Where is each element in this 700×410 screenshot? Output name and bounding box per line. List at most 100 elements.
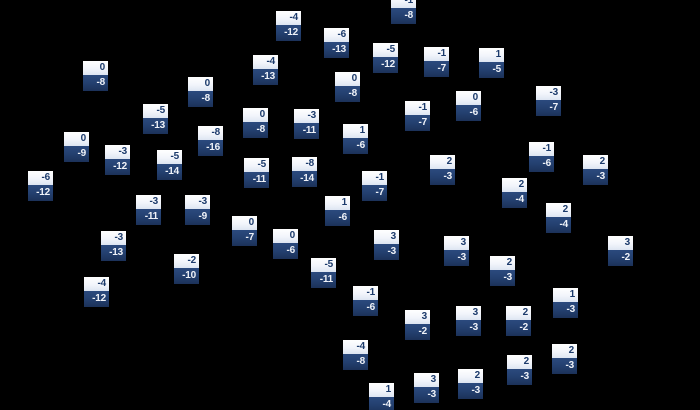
data-point-label: 2 -3 — [430, 155, 455, 185]
data-point-label: 0 -6 — [456, 91, 481, 121]
data-point-label: 0 -8 — [188, 77, 213, 107]
data-point-bottom-value: -4 — [546, 217, 571, 233]
data-point-bottom-value: -6 — [343, 138, 368, 154]
data-point-top-value: 2 — [552, 344, 577, 358]
data-point-bottom-value: -7 — [362, 185, 387, 201]
data-point-top-value: -5 — [244, 158, 269, 172]
data-point-bottom-value: -8 — [343, 354, 368, 370]
data-point-top-value: -8 — [198, 126, 223, 140]
data-point-top-value: -3 — [105, 145, 130, 159]
data-point-top-value: 1 — [369, 383, 394, 397]
data-point-label: 2 -3 — [552, 344, 577, 374]
data-point-top-value: 3 — [456, 306, 481, 320]
data-point-top-value: -1 — [362, 171, 387, 185]
data-point-label: -3 -11 — [294, 109, 319, 139]
data-point-bottom-value: -7 — [536, 100, 561, 116]
data-point-bottom-value: -3 — [507, 369, 532, 385]
data-point-label: -1 -7 — [362, 171, 387, 201]
data-point-top-value: -5 — [373, 43, 398, 57]
data-point-label: -5 -12 — [373, 43, 398, 73]
data-point-label: 3 -3 — [414, 373, 439, 403]
data-point-label: -5 -11 — [311, 258, 336, 288]
data-point-label: 0 -7 — [232, 216, 257, 246]
data-point-top-value: -5 — [157, 150, 182, 164]
data-point-label: -2 -10 — [174, 254, 199, 284]
data-point-top-value: 2 — [507, 355, 532, 369]
data-point-label: 2 -4 — [546, 203, 571, 233]
data-point-top-value: -4 — [276, 11, 301, 25]
data-point-bottom-value: -16 — [198, 140, 223, 156]
data-point-label: -4 -12 — [276, 11, 301, 41]
data-point-top-value: 0 — [64, 132, 89, 146]
data-point-top-value: 0 — [232, 216, 257, 230]
data-point-bottom-value: -3 — [456, 320, 481, 336]
data-point-top-value: 1 — [553, 288, 578, 302]
data-point-label: 0 -8 — [83, 61, 108, 91]
data-point-bottom-value: -9 — [185, 209, 210, 225]
data-point-label: 0 -9 — [64, 132, 89, 162]
data-point-label: -5 -11 — [244, 158, 269, 188]
data-point-bottom-value: -2 — [405, 324, 430, 340]
data-point-label: -6 -13 — [324, 28, 349, 58]
data-point-bottom-value: -12 — [28, 185, 53, 201]
data-point-top-value: 3 — [608, 236, 633, 250]
data-point-bottom-value: -3 — [458, 383, 483, 399]
data-point-bottom-value: -8 — [188, 91, 213, 107]
data-point-bottom-value: -14 — [157, 164, 182, 180]
data-point-top-value: 1 — [325, 196, 350, 210]
data-point-top-value: -3 — [136, 195, 161, 209]
data-point-top-value: 1 — [479, 48, 504, 62]
data-point-top-value: 0 — [83, 61, 108, 75]
data-point-top-value: -1 — [529, 142, 554, 156]
data-point-bottom-value: -6 — [273, 243, 298, 259]
data-point-label: -3 -12 — [105, 145, 130, 175]
data-point-top-value: 2 — [458, 369, 483, 383]
data-point-label: 0 -8 — [243, 108, 268, 138]
data-point-top-value: 1 — [343, 124, 368, 138]
data-point-label: 2 -3 — [458, 369, 483, 399]
data-point-bottom-value: -12 — [84, 291, 109, 307]
data-point-label: 0 -6 — [273, 229, 298, 259]
data-point-label: -3 -7 — [536, 86, 561, 116]
data-point-bottom-value: -3 — [374, 244, 399, 260]
data-point-label: 1 -4 — [369, 383, 394, 410]
data-point-top-value: -1 — [424, 47, 449, 61]
data-point-top-value: -3 — [294, 109, 319, 123]
data-point-label: -1 -7 — [424, 47, 449, 77]
data-point-label: 0 -8 — [335, 72, 360, 102]
data-point-top-value: -6 — [324, 28, 349, 42]
data-point-top-value: -1 — [405, 101, 430, 115]
data-point-bottom-value: -6 — [325, 210, 350, 226]
data-point-label: 2 -3 — [490, 256, 515, 286]
data-point-top-value: -3 — [185, 195, 210, 209]
data-point-top-value: 2 — [506, 306, 531, 320]
data-point-label: -3 -9 — [185, 195, 210, 225]
data-point-top-value: -6 — [28, 171, 53, 185]
data-point-label: -1 -6 — [353, 286, 378, 316]
data-point-label: -6 -12 — [28, 171, 53, 201]
data-point-bottom-value: -5 — [479, 62, 504, 78]
data-point-top-value: -5 — [143, 104, 168, 118]
data-point-bottom-value: -12 — [105, 159, 130, 175]
data-point-top-value: 3 — [444, 236, 469, 250]
data-point-top-value: -3 — [536, 86, 561, 100]
data-point-top-value: -4 — [343, 340, 368, 354]
data-point-label: -5 -14 — [157, 150, 182, 180]
data-point-label: 3 -3 — [444, 236, 469, 266]
data-point-label: 1 -6 — [325, 196, 350, 226]
data-point-label: 3 -2 — [608, 236, 633, 266]
data-point-top-value: 3 — [414, 373, 439, 387]
data-point-bottom-value: -8 — [391, 8, 416, 24]
data-point-bottom-value: -13 — [324, 42, 349, 58]
data-point-top-value: -4 — [84, 277, 109, 291]
data-point-top-value: 0 — [243, 108, 268, 122]
data-point-bottom-value: -3 — [552, 358, 577, 374]
data-point-label: -4 -8 — [343, 340, 368, 370]
data-point-bottom-value: -13 — [253, 69, 278, 85]
data-point-bottom-value: -3 — [490, 270, 515, 286]
data-point-bottom-value: -6 — [456, 105, 481, 121]
data-point-top-value: 3 — [405, 310, 430, 324]
data-point-bottom-value: -3 — [414, 387, 439, 403]
data-point-top-value: 0 — [335, 72, 360, 86]
